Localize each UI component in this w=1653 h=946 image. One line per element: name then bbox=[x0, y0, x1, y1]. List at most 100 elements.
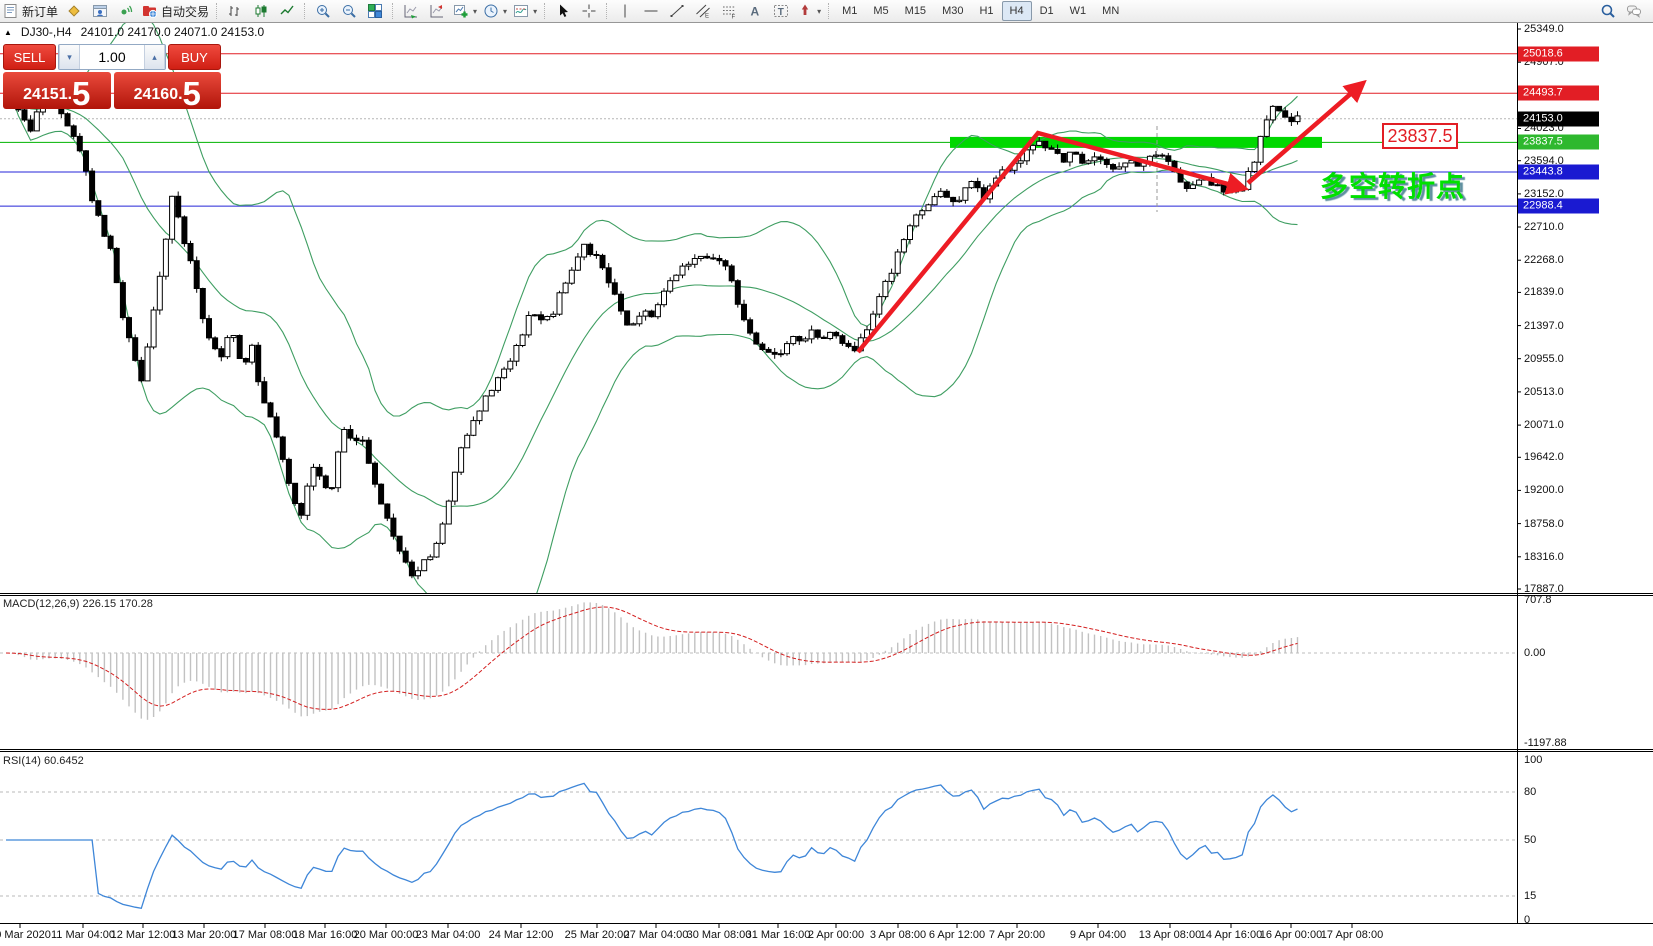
collapse-arrow-icon[interactable]: ▲ bbox=[4, 27, 12, 37]
chart-symbol-period: DJ30-,H4 bbox=[20, 25, 72, 39]
zoom-in-button[interactable] bbox=[310, 1, 336, 21]
line-chart-icon bbox=[280, 5, 294, 15]
level-price-callout[interactable]: 23837.5 bbox=[1382, 123, 1458, 149]
auto-trading-icon bbox=[143, 6, 158, 19]
trend-arrow[interactable] bbox=[856, 130, 1250, 354]
price-tick-label: 20071.0 bbox=[1524, 419, 1564, 432]
sell-price-display[interactable]: 24151. 5 bbox=[3, 72, 111, 110]
trend-arrows-layer[interactable] bbox=[856, 79, 1367, 354]
buy-price-display[interactable]: 24160. 5 bbox=[113, 72, 221, 110]
svg-text:E: E bbox=[705, 14, 709, 20]
time-axis-label: 17 Apr 08:00 bbox=[1320, 929, 1384, 941]
equidistant-channel-icon: E bbox=[696, 4, 710, 20]
volume-input[interactable]: 1.00 bbox=[98, 49, 126, 65]
chevron-down-icon: ▾ bbox=[533, 6, 538, 16]
chart-shift-icon bbox=[430, 5, 444, 18]
arrows-button[interactable]: ▾ bbox=[794, 1, 824, 21]
auto-scroll-button[interactable] bbox=[398, 1, 424, 21]
time-axis-label: 18 Mar 16:00 bbox=[292, 929, 358, 941]
metaeditor-button[interactable] bbox=[61, 1, 87, 21]
new-order-label: 新订单 bbox=[22, 4, 59, 19]
time-axis-label: 20 Mar 00:00 bbox=[353, 929, 419, 941]
buy-button[interactable]: BUY bbox=[168, 44, 221, 70]
price-tick-label: 23152.0 bbox=[1524, 187, 1564, 200]
main-toolbar: 新订单 bbox=[0, 0, 1653, 23]
trend-arrow[interactable] bbox=[1246, 79, 1367, 185]
new-order-icon bbox=[4, 4, 17, 18]
timeframe-button-m15[interactable]: M15 bbox=[904, 5, 927, 17]
time-axis-label: 25 Mar 20:00 bbox=[564, 929, 630, 941]
svg-text:F: F bbox=[732, 15, 736, 20]
crosshair-button[interactable] bbox=[576, 1, 602, 21]
text-button[interactable]: A bbox=[742, 1, 768, 21]
chat-button[interactable] bbox=[1621, 1, 1647, 21]
templates-icon bbox=[514, 5, 529, 17]
timeframe-button-m1[interactable]: M1 bbox=[842, 5, 858, 17]
candles-layer bbox=[3, 22, 1301, 593]
timeframe-button-m5[interactable]: M5 bbox=[873, 5, 889, 17]
macd-indicator-label: MACD(12,26,9) 226.15 170.28 bbox=[3, 598, 153, 610]
candlestick-chart-button[interactable] bbox=[248, 1, 274, 21]
rsi-axis-label: 50 bbox=[1524, 834, 1537, 846]
equidistant-channel-button[interactable]: E bbox=[690, 1, 716, 21]
terminal-icon bbox=[93, 5, 108, 17]
macd-axis-label: -1197.88 bbox=[1524, 736, 1567, 749]
periods-button[interactable]: ▾ bbox=[480, 1, 510, 21]
signals-icon bbox=[121, 5, 133, 15]
search-icon bbox=[1601, 4, 1615, 18]
timeframe-toolbar: M1 M5 M15 M30 H1 H4 D1 W1 MN bbox=[834, 1, 1127, 21]
macd-signal-line bbox=[5, 606, 1298, 710]
line-chart-button[interactable] bbox=[274, 1, 300, 21]
chevron-down-icon: ▾ bbox=[473, 6, 478, 16]
timeframe-button-h4[interactable]: H4 bbox=[1001, 1, 1032, 21]
fibonacci-button[interactable]: F bbox=[716, 1, 742, 21]
auto-trading-button[interactable]: 自动交易 bbox=[139, 1, 212, 21]
time-axis-label: 30 Mar 08:00 bbox=[686, 929, 752, 941]
rsi-line bbox=[6, 782, 1298, 910]
price-line-badge: 22988.4 bbox=[1518, 198, 1599, 214]
time-axis-label: 24 Mar 12:00 bbox=[488, 929, 554, 941]
terminal-button[interactable] bbox=[87, 1, 113, 21]
chat-icon bbox=[1627, 5, 1641, 18]
text-label-button[interactable]: T bbox=[768, 1, 794, 21]
price-line-badge: 25018.6 bbox=[1518, 46, 1599, 62]
new-order-button[interactable]: 新订单 bbox=[0, 1, 61, 21]
signals-button[interactable] bbox=[113, 1, 139, 21]
templates-button[interactable]: ▾ bbox=[510, 1, 540, 21]
volume-stepper: ▾ 1.00 ▴ bbox=[58, 44, 166, 70]
search-button[interactable] bbox=[1595, 1, 1621, 21]
volume-increase-button[interactable]: ▴ bbox=[144, 45, 165, 69]
cursor-icon bbox=[560, 4, 569, 17]
new-chart-button[interactable]: ▾ bbox=[450, 1, 480, 21]
horizontal-line-button[interactable] bbox=[638, 1, 664, 21]
trendline-button[interactable] bbox=[664, 1, 690, 21]
timeframe-button-d1[interactable]: D1 bbox=[1039, 5, 1054, 17]
bar-chart-button[interactable] bbox=[222, 1, 248, 21]
volume-decrease-button[interactable]: ▾ bbox=[59, 45, 80, 69]
sell-button[interactable]: SELL bbox=[3, 44, 56, 70]
price-line-badge: 23837.5 bbox=[1518, 134, 1599, 150]
macd-axis-label: 707.8 bbox=[1524, 593, 1552, 606]
timeframe-button-mn[interactable]: MN bbox=[1102, 5, 1120, 17]
svg-text:T: T bbox=[778, 7, 784, 18]
tile-windows-button[interactable] bbox=[362, 1, 388, 21]
time-axis-label: 13 Apr 08:00 bbox=[1138, 929, 1202, 941]
chart-shift-button[interactable] bbox=[424, 1, 450, 21]
timeframe-button-m30[interactable]: M30 bbox=[942, 5, 964, 17]
cursor-button[interactable] bbox=[550, 1, 576, 21]
vertical-line-button[interactable] bbox=[612, 1, 638, 21]
zoom-out-button[interactable] bbox=[336, 1, 362, 21]
time-axis-label: 16 Apr 00:00 bbox=[1259, 929, 1323, 941]
bollinger-lower-band bbox=[5, 88, 1298, 593]
bollinger-middle-band bbox=[5, 87, 1298, 508]
horizontal-line-icon bbox=[644, 10, 658, 12]
price-tick-label: 18758.0 bbox=[1524, 517, 1564, 530]
timeframe-button-h1[interactable]: H1 bbox=[979, 5, 994, 17]
rsi-axis-label: 80 bbox=[1524, 786, 1537, 798]
price-tick-label: 20513.0 bbox=[1524, 385, 1564, 398]
timeframe-button-w1[interactable]: W1 bbox=[1069, 5, 1087, 17]
text-icon: A bbox=[751, 5, 760, 19]
arrows-icon bbox=[801, 4, 809, 15]
